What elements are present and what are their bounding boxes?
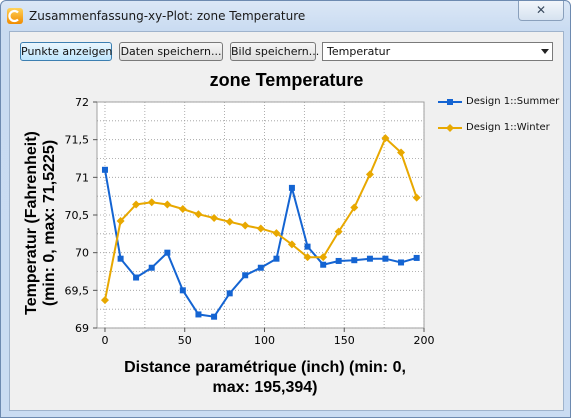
show-points-button[interactable]: Punkte anzeigen: [20, 42, 112, 61]
axis-ticks: 0 50 100 150 200 69 69,5 70 70,5 71 71,5 72: [65, 96, 435, 347]
data-point-winter: [365, 170, 374, 179]
save-image-button[interactable]: Bild speichern...: [230, 42, 319, 61]
save-data-button[interactable]: Daten speichern...: [119, 42, 223, 61]
data-point-winter: [210, 214, 219, 223]
x-axis-label-line1: Distance paramétrique (inch) (min: 0,: [124, 359, 406, 376]
data-point-summer: [413, 254, 420, 261]
data-point-summer: [164, 249, 171, 256]
data-point-winter: [272, 229, 281, 238]
chevron-down-icon: [541, 49, 549, 54]
data-point-summer: [257, 264, 264, 271]
legend-swatch-summer: [438, 99, 462, 105]
data-point-winter: [100, 296, 109, 305]
data-point-winter: [287, 240, 296, 249]
data-point-summer: [195, 311, 202, 318]
data-point-winter: [256, 224, 265, 233]
legend-label-summer: Design 1::Summer: [466, 96, 560, 107]
data-point-summer: [273, 255, 280, 262]
line-chart: 0 50 100 150 200 69 69,5 70 70,5 71 71,5 72 Distanc…: [23, 96, 435, 396]
data-point-winter: [303, 253, 312, 262]
data-point-summer: [179, 287, 186, 294]
data-point-winter: [241, 221, 250, 230]
x-tick-label: 200: [414, 334, 435, 347]
grid: [97, 101, 425, 329]
data-point-summer: [351, 257, 358, 264]
data-point-winter: [132, 200, 141, 209]
y-tick-label: 71,5: [65, 134, 90, 147]
data-point-winter: [163, 200, 172, 209]
data-point-summer: [288, 184, 295, 191]
x-tick-label: 150: [334, 334, 355, 347]
data-point-winter: [412, 193, 421, 202]
legend-swatch-winter: [438, 124, 462, 132]
data-point-winter: [194, 210, 203, 219]
chart-title: zone Temperature: [209, 70, 364, 90]
x-tick-label: 50: [178, 334, 192, 347]
data-point-winter: [350, 203, 359, 212]
data-point-winter: [116, 217, 125, 226]
legend-label-winter: Design 1::Winter: [466, 122, 550, 133]
close-icon: ✕: [535, 3, 547, 17]
data-point-summer: [242, 272, 249, 279]
x-axis-label-line2: max: 195,394): [213, 379, 318, 396]
data-point-summer: [117, 255, 124, 262]
data-point-winter: [178, 204, 187, 213]
quantity-selected-value: Temperatur: [327, 45, 391, 58]
data-point-winter: [334, 227, 343, 236]
y-tick-label: 71: [75, 171, 89, 184]
y-axis-label-line1: Temperatur (Fahrenheit): [23, 131, 40, 315]
data-point-winter: [397, 148, 406, 157]
x-tick-label: 0: [101, 334, 108, 347]
data-point-summer: [366, 255, 373, 262]
data-point-summer: [320, 261, 327, 268]
data-point-summer: [382, 255, 389, 262]
data-point-summer: [304, 243, 311, 250]
y-tick-label: 70,5: [65, 209, 90, 222]
y-axis-label-line2: (min: 0, max: 71,5225): [41, 140, 58, 306]
series-layer: [100, 134, 421, 320]
plot-area: [96, 101, 425, 329]
plot-panel: Punkte anzeigen Daten speichern... Bild …: [9, 31, 564, 411]
title-bar[interactable]: Zusammenfassung-xy-Plot: zone Temperatur…: [1, 1, 570, 31]
y-tick-label: 69,5: [65, 284, 90, 297]
data-point-summer: [398, 259, 405, 266]
data-point-summer: [226, 290, 233, 297]
window-title: Zusammenfassung-xy-Plot: zone Temperatur…: [29, 9, 306, 23]
data-point-summer: [101, 166, 108, 173]
data-point-summer: [133, 274, 140, 281]
quantity-dropdown[interactable]: Temperatur: [322, 42, 553, 61]
app-icon: [7, 8, 23, 24]
x-tick-label: 100: [254, 334, 275, 347]
y-tick-label: 70: [75, 247, 89, 260]
y-tick-label: 72: [75, 96, 89, 109]
data-point-summer: [148, 264, 155, 271]
y-tick-label: 69: [75, 322, 89, 335]
data-point-winter: [381, 134, 390, 143]
close-button[interactable]: ✕: [518, 1, 564, 21]
data-point-winter: [147, 198, 156, 207]
data-point-winter: [225, 217, 234, 226]
data-point-summer: [211, 313, 218, 320]
data-point-summer: [335, 257, 342, 264]
data-point-winter: [319, 253, 328, 262]
